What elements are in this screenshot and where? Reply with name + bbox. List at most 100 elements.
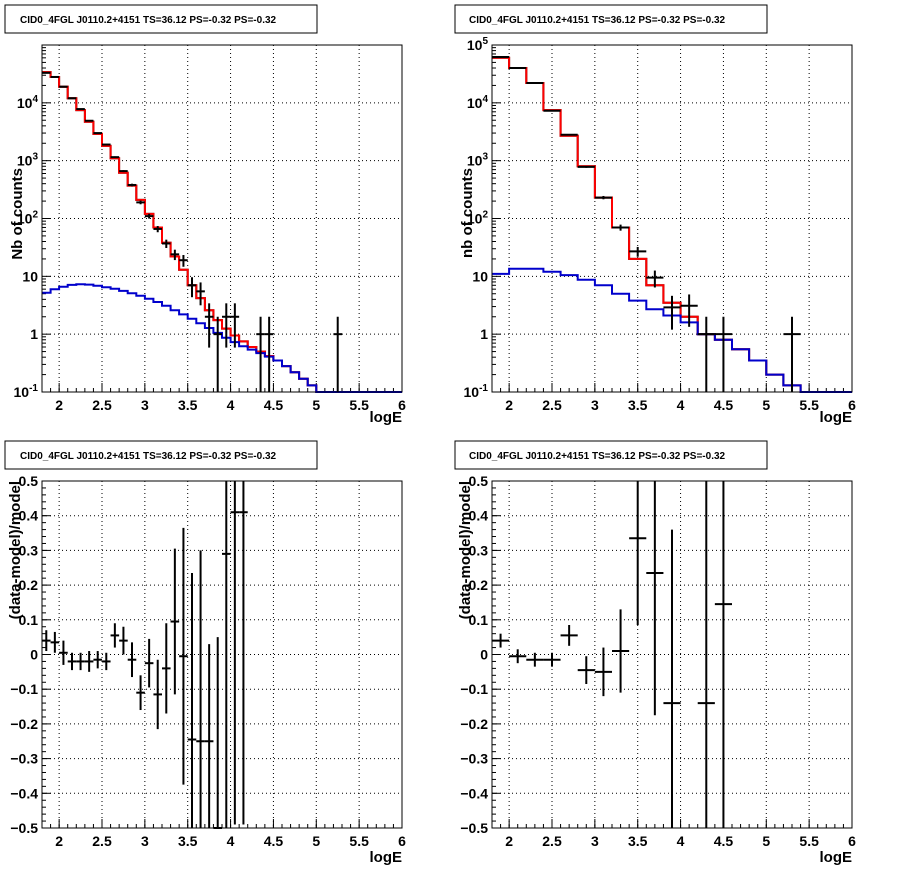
x-tick-label: 2 — [55, 397, 63, 413]
x-tick-label: 5.5 — [349, 397, 369, 413]
y-tick-label: 104 — [467, 94, 489, 111]
x-tick-label: 2.5 — [542, 397, 562, 413]
x-tick-label: 2.5 — [542, 833, 562, 849]
data-point — [110, 623, 120, 648]
data-point — [76, 652, 85, 671]
data-point — [76, 108, 85, 111]
x-tick-label: 2 — [505, 397, 513, 413]
y-axis-label: (data-model)/model — [7, 481, 24, 619]
plot-frame — [41, 44, 403, 393]
x-axis-label: logE — [370, 409, 403, 426]
x-tick-label: 4 — [227, 833, 235, 849]
x-tick-label: 2 — [55, 833, 63, 849]
data-point — [136, 200, 145, 205]
panel-title: CID0_4FGL J0110.2+4151 TS=36.12 PS=-0.32… — [469, 451, 726, 462]
histogram-series-0 — [42, 71, 402, 393]
data-point — [222, 481, 231, 828]
data-point — [680, 294, 698, 327]
y-tick-label: 1 — [30, 326, 38, 342]
data-point — [783, 316, 801, 392]
histogram-series-1 — [42, 71, 402, 393]
data-point — [50, 631, 60, 653]
data-point — [187, 277, 197, 298]
data-point — [577, 656, 595, 684]
x-tick-label: 4.5 — [714, 833, 734, 849]
y-axis-label: Nb of counts — [9, 168, 26, 260]
panel-bottom-left-residuals: CID0_4FGL J0110.2+4151 TS=36.12 PS=-0.32… — [4, 440, 406, 866]
y-tick-label: 105 — [467, 36, 489, 53]
data-point — [612, 224, 630, 231]
data-point — [179, 255, 188, 267]
panel-title: CID0_4FGL J0110.2+4151 TS=36.12 PS=-0.32… — [20, 15, 277, 26]
data-point — [136, 675, 145, 711]
data-point — [594, 195, 612, 200]
data-point — [59, 640, 68, 665]
title-box — [454, 4, 768, 34]
data-point — [204, 303, 214, 348]
y-tick-label: 104 — [17, 94, 39, 111]
x-tick-label: 5.5 — [799, 397, 819, 413]
data-point — [84, 651, 94, 672]
x-tick-label: 3 — [591, 833, 599, 849]
data-point — [127, 642, 137, 678]
data-point — [93, 132, 102, 135]
x-axis-label: logE — [820, 409, 853, 426]
data-point — [560, 625, 578, 646]
y-tick-label: −0.5 — [10, 820, 38, 836]
data-point — [93, 651, 102, 669]
x-tick-label: 4 — [677, 397, 685, 413]
panel-title: CID0_4FGL J0110.2+4151 TS=36.12 PS=-0.32… — [20, 451, 277, 462]
data-point — [239, 481, 248, 825]
data-point — [102, 652, 111, 671]
data-point — [663, 295, 681, 330]
data-point — [612, 609, 630, 693]
data-point — [492, 633, 510, 648]
data-point — [714, 481, 732, 828]
x-tick-label: 5 — [312, 833, 320, 849]
data-point — [543, 109, 561, 112]
panel-bottom-right-residuals: CID0_4FGL J0110.2+4151 TS=36.12 PS=-0.32… — [454, 440, 856, 866]
x-tick-label: 5 — [762, 833, 770, 849]
data-point — [629, 246, 647, 257]
plot-frame — [491, 480, 853, 829]
data-point — [543, 652, 561, 667]
data-point — [333, 316, 342, 392]
y-axis-label: nb of counts — [459, 168, 476, 258]
x-tick-label: 3 — [141, 397, 149, 413]
y-tick-label: 1 — [480, 326, 488, 342]
x-tick-label: 6 — [398, 397, 406, 413]
y-tick-label: 0.3 — [19, 542, 39, 558]
histogram-series-2 — [42, 283, 402, 393]
data-point — [509, 649, 527, 664]
y-tick-label: 10 — [22, 268, 38, 284]
x-tick-label: 2.5 — [92, 397, 112, 413]
data-point — [697, 316, 715, 392]
plot-frame — [41, 480, 403, 829]
x-tick-label: 4.5 — [264, 833, 284, 849]
y-tick-label: 0.3 — [469, 542, 489, 558]
y-tick-label: −0.3 — [10, 751, 38, 767]
data-point — [170, 249, 180, 261]
y-tick-label: −0.1 — [10, 681, 38, 697]
x-tick-label: 6 — [848, 833, 856, 849]
data-point — [577, 165, 595, 168]
x-tick-label: 2.5 — [92, 833, 112, 849]
data-point — [153, 659, 162, 730]
data-point — [663, 529, 681, 828]
x-tick-label: 5 — [762, 397, 770, 413]
data-point — [256, 316, 265, 392]
x-tick-label: 4 — [227, 397, 235, 413]
x-tick-label: 6 — [848, 397, 856, 413]
x-axis-label: logE — [820, 849, 853, 866]
x-tick-label: 5.5 — [349, 833, 369, 849]
data-point — [67, 652, 77, 671]
x-tick-label: 3 — [591, 397, 599, 413]
y-axis-label: (data-model)/model — [457, 481, 474, 619]
y-tick-label: −0.4 — [10, 785, 38, 801]
data-point — [153, 226, 162, 233]
y-tick-label: 10-1 — [14, 383, 39, 400]
x-tick-label: 3.5 — [628, 833, 648, 849]
y-tick-label: 0.1 — [19, 612, 39, 628]
data-point — [213, 637, 222, 829]
x-axis-label: logE — [370, 849, 403, 866]
